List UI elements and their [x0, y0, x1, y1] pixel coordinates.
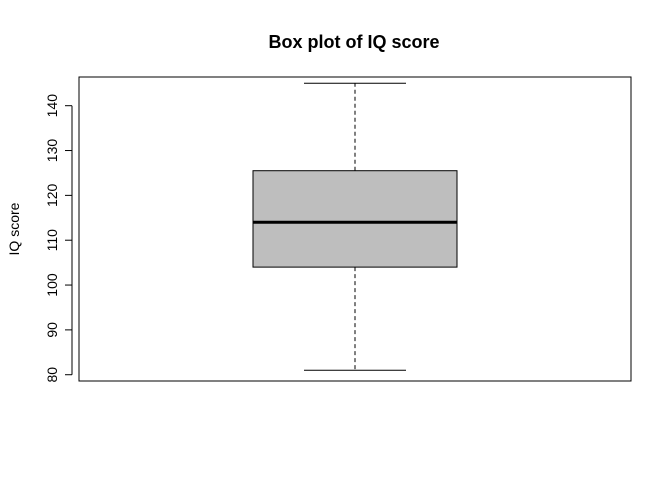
- y-tick-label: 80: [44, 367, 60, 383]
- chart-title: Box plot of IQ score: [268, 32, 439, 52]
- y-tick-label: 140: [44, 94, 60, 118]
- y-axis-label: IQ score: [6, 202, 22, 255]
- y-tick-label: 100: [44, 273, 60, 297]
- y-tick-label: 110: [44, 229, 60, 252]
- y-axis: 80 90 100 110 120 130 140: [44, 94, 73, 383]
- y-tick-label: 90: [44, 322, 60, 338]
- iqr-box: [252, 170, 458, 268]
- plot-frame: [78, 76, 632, 382]
- box-plot: [252, 82, 458, 371]
- y-tick-label: 120: [44, 183, 60, 207]
- y-tick-label: 130: [44, 139, 60, 163]
